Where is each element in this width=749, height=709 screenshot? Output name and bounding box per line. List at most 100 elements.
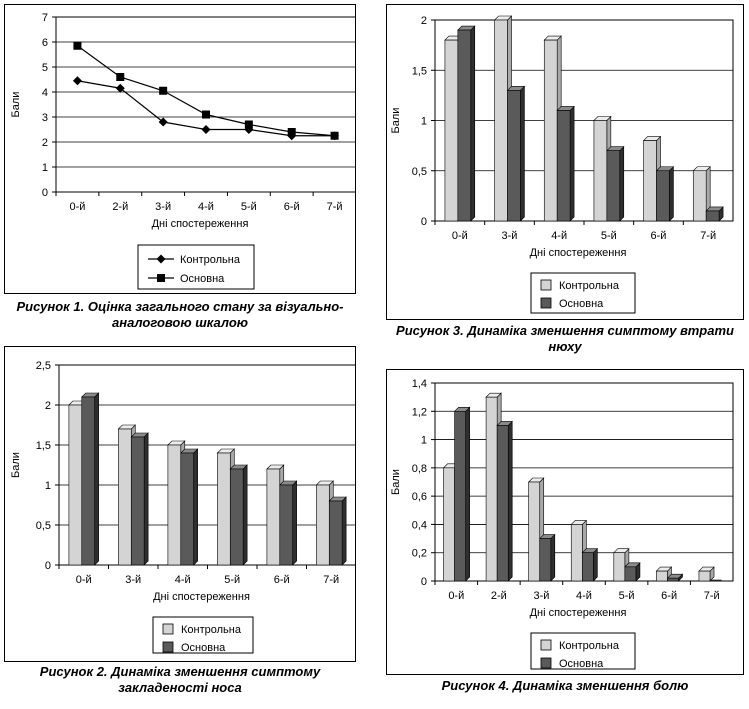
- legend-swatch-control: [540, 639, 552, 651]
- y-axis-title: Бали: [390, 469, 402, 495]
- bar-control: [494, 19, 508, 222]
- bar-main: [454, 410, 466, 582]
- bar-main-side: [669, 166, 674, 222]
- bar-main: [667, 577, 679, 582]
- y-tick-label: 5: [42, 62, 48, 74]
- x-tick-label: 6-й: [651, 230, 667, 242]
- figure-4-chart: 0 0,2 0,4 0,6 0,8 1 1,2 1,4 0-й 2-й 3-й 4-й 5-й 6-й 7-…: [390, 378, 734, 670]
- x-tick-label: 5-й: [601, 230, 617, 242]
- bar-main: [556, 110, 571, 222]
- bar-control: [485, 396, 498, 582]
- bar-main-side: [520, 85, 525, 222]
- bar-control: [167, 444, 182, 566]
- x-tick-label: 2-й: [112, 201, 128, 213]
- y-tick-label: 6: [42, 37, 48, 49]
- bar-main: [130, 436, 145, 566]
- x-axis-title: Дні спостереження: [153, 591, 250, 603]
- y-tick-label: 0,2: [412, 548, 427, 560]
- x-tick-label: 6-й: [661, 590, 677, 602]
- y-tick-label: 7: [42, 12, 48, 24]
- x-tick-label: 3-й: [533, 590, 549, 602]
- legend-box: [530, 632, 636, 670]
- y-tick-label: 1: [42, 162, 48, 174]
- data-point-diamond: [115, 83, 125, 93]
- bar-main-side: [242, 464, 248, 566]
- bar-control: [570, 524, 583, 582]
- bar-main-side: [550, 533, 556, 582]
- legend-label: Основна: [559, 298, 604, 310]
- bar-main: [229, 468, 244, 566]
- x-tick-label: 7-й: [327, 201, 343, 213]
- x-tick-label: 3-й: [155, 201, 171, 213]
- legend-swatch-main: [540, 297, 552, 309]
- legend-label: Основна: [559, 658, 604, 670]
- x-tick-label: 7-й: [704, 590, 720, 602]
- y-axis-title: Бали: [10, 92, 22, 118]
- figure-4-frame: 0 0,2 0,4 0,6 0,8 1 1,2 1,4 0-й 2-й 3-й 4-й 5-й 6-й 7-…: [386, 369, 744, 675]
- y-tick-label: 1: [421, 435, 427, 447]
- y-tick-label: 1,5: [412, 65, 427, 77]
- bar-main: [624, 566, 637, 582]
- bar-main-side: [193, 448, 198, 566]
- figure-1-chart: 0 1 2 3 4 5 6 7 0-й 2-й 3-й 4-й 5-й 6-й 7-й Дні спостер…: [10, 12, 357, 290]
- plot-area: [55, 16, 357, 193]
- bar-main: [496, 425, 509, 582]
- figure-3-caption: Рисунок 3. Динаміка зменшення симптому в…: [396, 323, 734, 354]
- legend-swatch-main: [162, 641, 174, 653]
- legend-swatch-main: [540, 657, 552, 669]
- data-point-square: [330, 131, 339, 140]
- x-tick-label: 4-й: [175, 574, 191, 586]
- bar-control: [593, 120, 608, 222]
- bar-main: [705, 210, 720, 222]
- legend-label: Контрольна: [180, 254, 241, 266]
- legend-label: Основна: [181, 642, 226, 654]
- bar-main: [709, 579, 722, 582]
- y-tick-label: 1,5: [36, 440, 51, 452]
- data-point-square: [116, 73, 125, 81]
- bar-main: [180, 452, 194, 566]
- figure-3-chart: 0 0,5 1 1,5 2 0-й 3-й 4-й 5-й 6-й 7-й Дні спостереж…: [390, 15, 734, 314]
- legend-label: Контрольна: [181, 624, 242, 636]
- data-point-square: [73, 41, 82, 50]
- y-tick-label: 0,5: [36, 520, 51, 532]
- bar-control: [444, 39, 459, 222]
- bar-control: [118, 428, 132, 566]
- y-tick-label: 0: [42, 187, 48, 199]
- data-point-square: [202, 110, 210, 119]
- figure-1-caption: Рисунок 1. Оцінка загального стану за ві…: [16, 299, 344, 330]
- x-tick-label: 7-й: [323, 574, 339, 586]
- bar-control: [316, 484, 330, 566]
- legend-swatch-control: [162, 623, 174, 635]
- bar-control: [656, 570, 668, 582]
- legend-label: Контрольна: [559, 280, 620, 292]
- y-tick-label: 0: [421, 216, 427, 228]
- data-point-diamond: [201, 125, 211, 134]
- x-tick-label: 0-й: [69, 201, 85, 213]
- bar-main-side: [569, 105, 575, 222]
- y-tick-label: 1: [45, 480, 51, 492]
- y-tick-label: 0,5: [412, 166, 427, 178]
- y-tick-label: 2: [45, 400, 51, 412]
- y-tick-label: 2: [421, 15, 427, 27]
- bar-main: [507, 90, 521, 222]
- bar-main: [606, 150, 621, 222]
- bar-control: [692, 170, 707, 222]
- x-tick-label: 4-й: [551, 230, 567, 242]
- bar-main: [81, 396, 95, 566]
- bar-main-side: [465, 406, 470, 582]
- x-tick-label: 5-й: [224, 574, 240, 586]
- figure-2-chart: 0 0,5 1 1,5 2 2,5 0-й 3-й 4-й 5-й 6-й 7-й Дні спосте…: [10, 360, 357, 654]
- y-tick-label: 0,4: [412, 519, 427, 531]
- data-point-square: [287, 128, 296, 136]
- bar-main-side: [341, 496, 347, 566]
- legend-swatch-control: [540, 279, 552, 291]
- y-tick-label: 1,4: [412, 378, 427, 390]
- bar-main-side: [292, 480, 297, 566]
- y-tick-label: 1,2: [412, 406, 427, 418]
- x-tick-label: 6-й: [284, 201, 300, 213]
- x-tick-label: 3-й: [125, 574, 141, 586]
- y-tick-label: 0: [421, 576, 427, 588]
- y-tick-label: 0: [45, 560, 51, 572]
- bar-main: [656, 170, 670, 222]
- x-axis-title: Дні спостереження: [530, 607, 627, 619]
